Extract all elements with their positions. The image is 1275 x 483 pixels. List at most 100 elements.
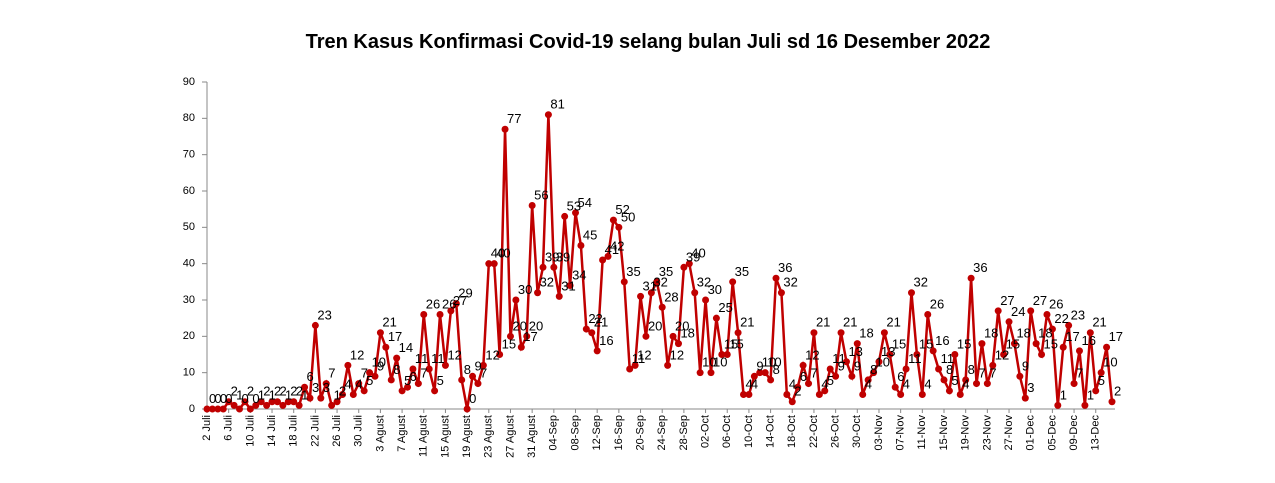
point <box>360 387 368 395</box>
y-tick-label: 40 <box>183 258 195 270</box>
x-tick-label: 04-Sep <box>548 415 560 450</box>
data-label: 12 <box>485 347 499 362</box>
x-tick-label: 26 Juli <box>331 415 343 447</box>
point <box>918 390 926 398</box>
data-label: 2 <box>1114 384 1121 399</box>
point <box>707 369 715 377</box>
point <box>794 383 802 391</box>
data-label: 26 <box>442 297 456 312</box>
data-label: 7 <box>420 366 427 381</box>
data-label: 23 <box>317 307 331 322</box>
point <box>653 278 661 286</box>
point <box>322 380 330 388</box>
data-label: 31 <box>561 278 575 293</box>
x-tick-label: 23 Agust <box>483 415 495 458</box>
point <box>479 361 487 369</box>
data-label: 16 <box>599 333 613 348</box>
data-label: 2 <box>296 384 303 399</box>
data-label: 5 <box>366 373 373 388</box>
point <box>409 365 417 373</box>
x-tick-label: 30 Juli <box>353 415 365 447</box>
point <box>989 361 997 369</box>
point <box>333 398 341 406</box>
point <box>236 405 244 413</box>
data-label: 2 <box>279 384 286 399</box>
data-label: 32 <box>783 275 797 290</box>
point <box>772 274 780 282</box>
point <box>566 281 574 289</box>
data-label: 12 <box>995 347 1009 362</box>
point <box>658 303 666 311</box>
point <box>1010 340 1018 348</box>
y-tick-label: 90 <box>183 76 195 88</box>
point <box>376 329 384 337</box>
point <box>788 398 796 406</box>
data-label: 1 <box>258 387 265 402</box>
x-tick-label: 24-Sep <box>656 415 668 450</box>
data-label: 5 <box>1098 373 1105 388</box>
x-tick-label: 31 Agust <box>526 415 538 458</box>
data-label: 45 <box>583 228 597 243</box>
point <box>739 390 747 398</box>
x-tick-label: 22 Juli <box>309 415 321 447</box>
data-label: 2 <box>247 384 254 399</box>
point <box>685 260 693 268</box>
data-label: 2 <box>231 384 238 399</box>
data-label: 20 <box>675 318 689 333</box>
data-label: 0 <box>225 391 232 406</box>
point <box>626 365 634 373</box>
point <box>550 263 558 271</box>
data-label: 9 <box>854 358 861 373</box>
x-tick-label: 27-Nov <box>1003 415 1015 451</box>
data-label: 13 <box>848 344 862 359</box>
data-label: 23 <box>1071 307 1085 322</box>
data-label: 31 <box>643 278 657 293</box>
point <box>506 332 514 340</box>
data-label: 6 <box>410 369 417 384</box>
data-label: 41 <box>605 242 619 257</box>
point <box>534 289 542 297</box>
point <box>544 111 552 119</box>
data-label: 15 <box>729 337 743 352</box>
data-label: 9 <box>475 358 482 373</box>
point <box>821 387 829 395</box>
data-label: 40 <box>491 246 505 261</box>
x-tick-label: 15-Nov <box>938 415 950 451</box>
data-label: 18 <box>1038 326 1052 341</box>
point <box>344 361 352 369</box>
data-label: 24 <box>1011 304 1025 319</box>
data-label: 53 <box>567 198 581 213</box>
data-label: 8 <box>870 362 877 377</box>
data-label: 15 <box>724 337 738 352</box>
point <box>799 361 807 369</box>
data-label: 8 <box>968 362 975 377</box>
point <box>962 376 970 384</box>
data-label: 5 <box>951 373 958 388</box>
data-label: 26 <box>426 297 440 312</box>
data-label: 11 <box>431 351 445 366</box>
data-label: 35 <box>626 264 640 279</box>
point <box>588 329 596 337</box>
data-label: 0 <box>252 391 259 406</box>
point <box>902 365 910 373</box>
point <box>431 387 439 395</box>
data-label: 18 <box>859 326 873 341</box>
x-tick-label: 18-Oct <box>786 415 798 448</box>
x-tick-label: 11-Nov <box>916 415 928 450</box>
data-label: 8 <box>393 362 400 377</box>
x-tick-label: 7 Agust <box>396 415 408 452</box>
point <box>1038 351 1046 358</box>
data-label: 4 <box>924 376 931 391</box>
x-tick-label: 10 Juli <box>244 415 256 447</box>
point <box>620 278 628 286</box>
point <box>886 351 894 358</box>
data-label: 16 <box>935 333 949 348</box>
y-tick-label: 60 <box>183 185 195 197</box>
data-label: 21 <box>843 315 857 330</box>
x-tick-label: 18 Juli <box>288 415 300 447</box>
data-label: 50 <box>621 209 635 224</box>
data-label: 1 <box>1060 387 1067 402</box>
point <box>767 376 775 384</box>
point <box>561 212 569 220</box>
point <box>1065 321 1073 329</box>
